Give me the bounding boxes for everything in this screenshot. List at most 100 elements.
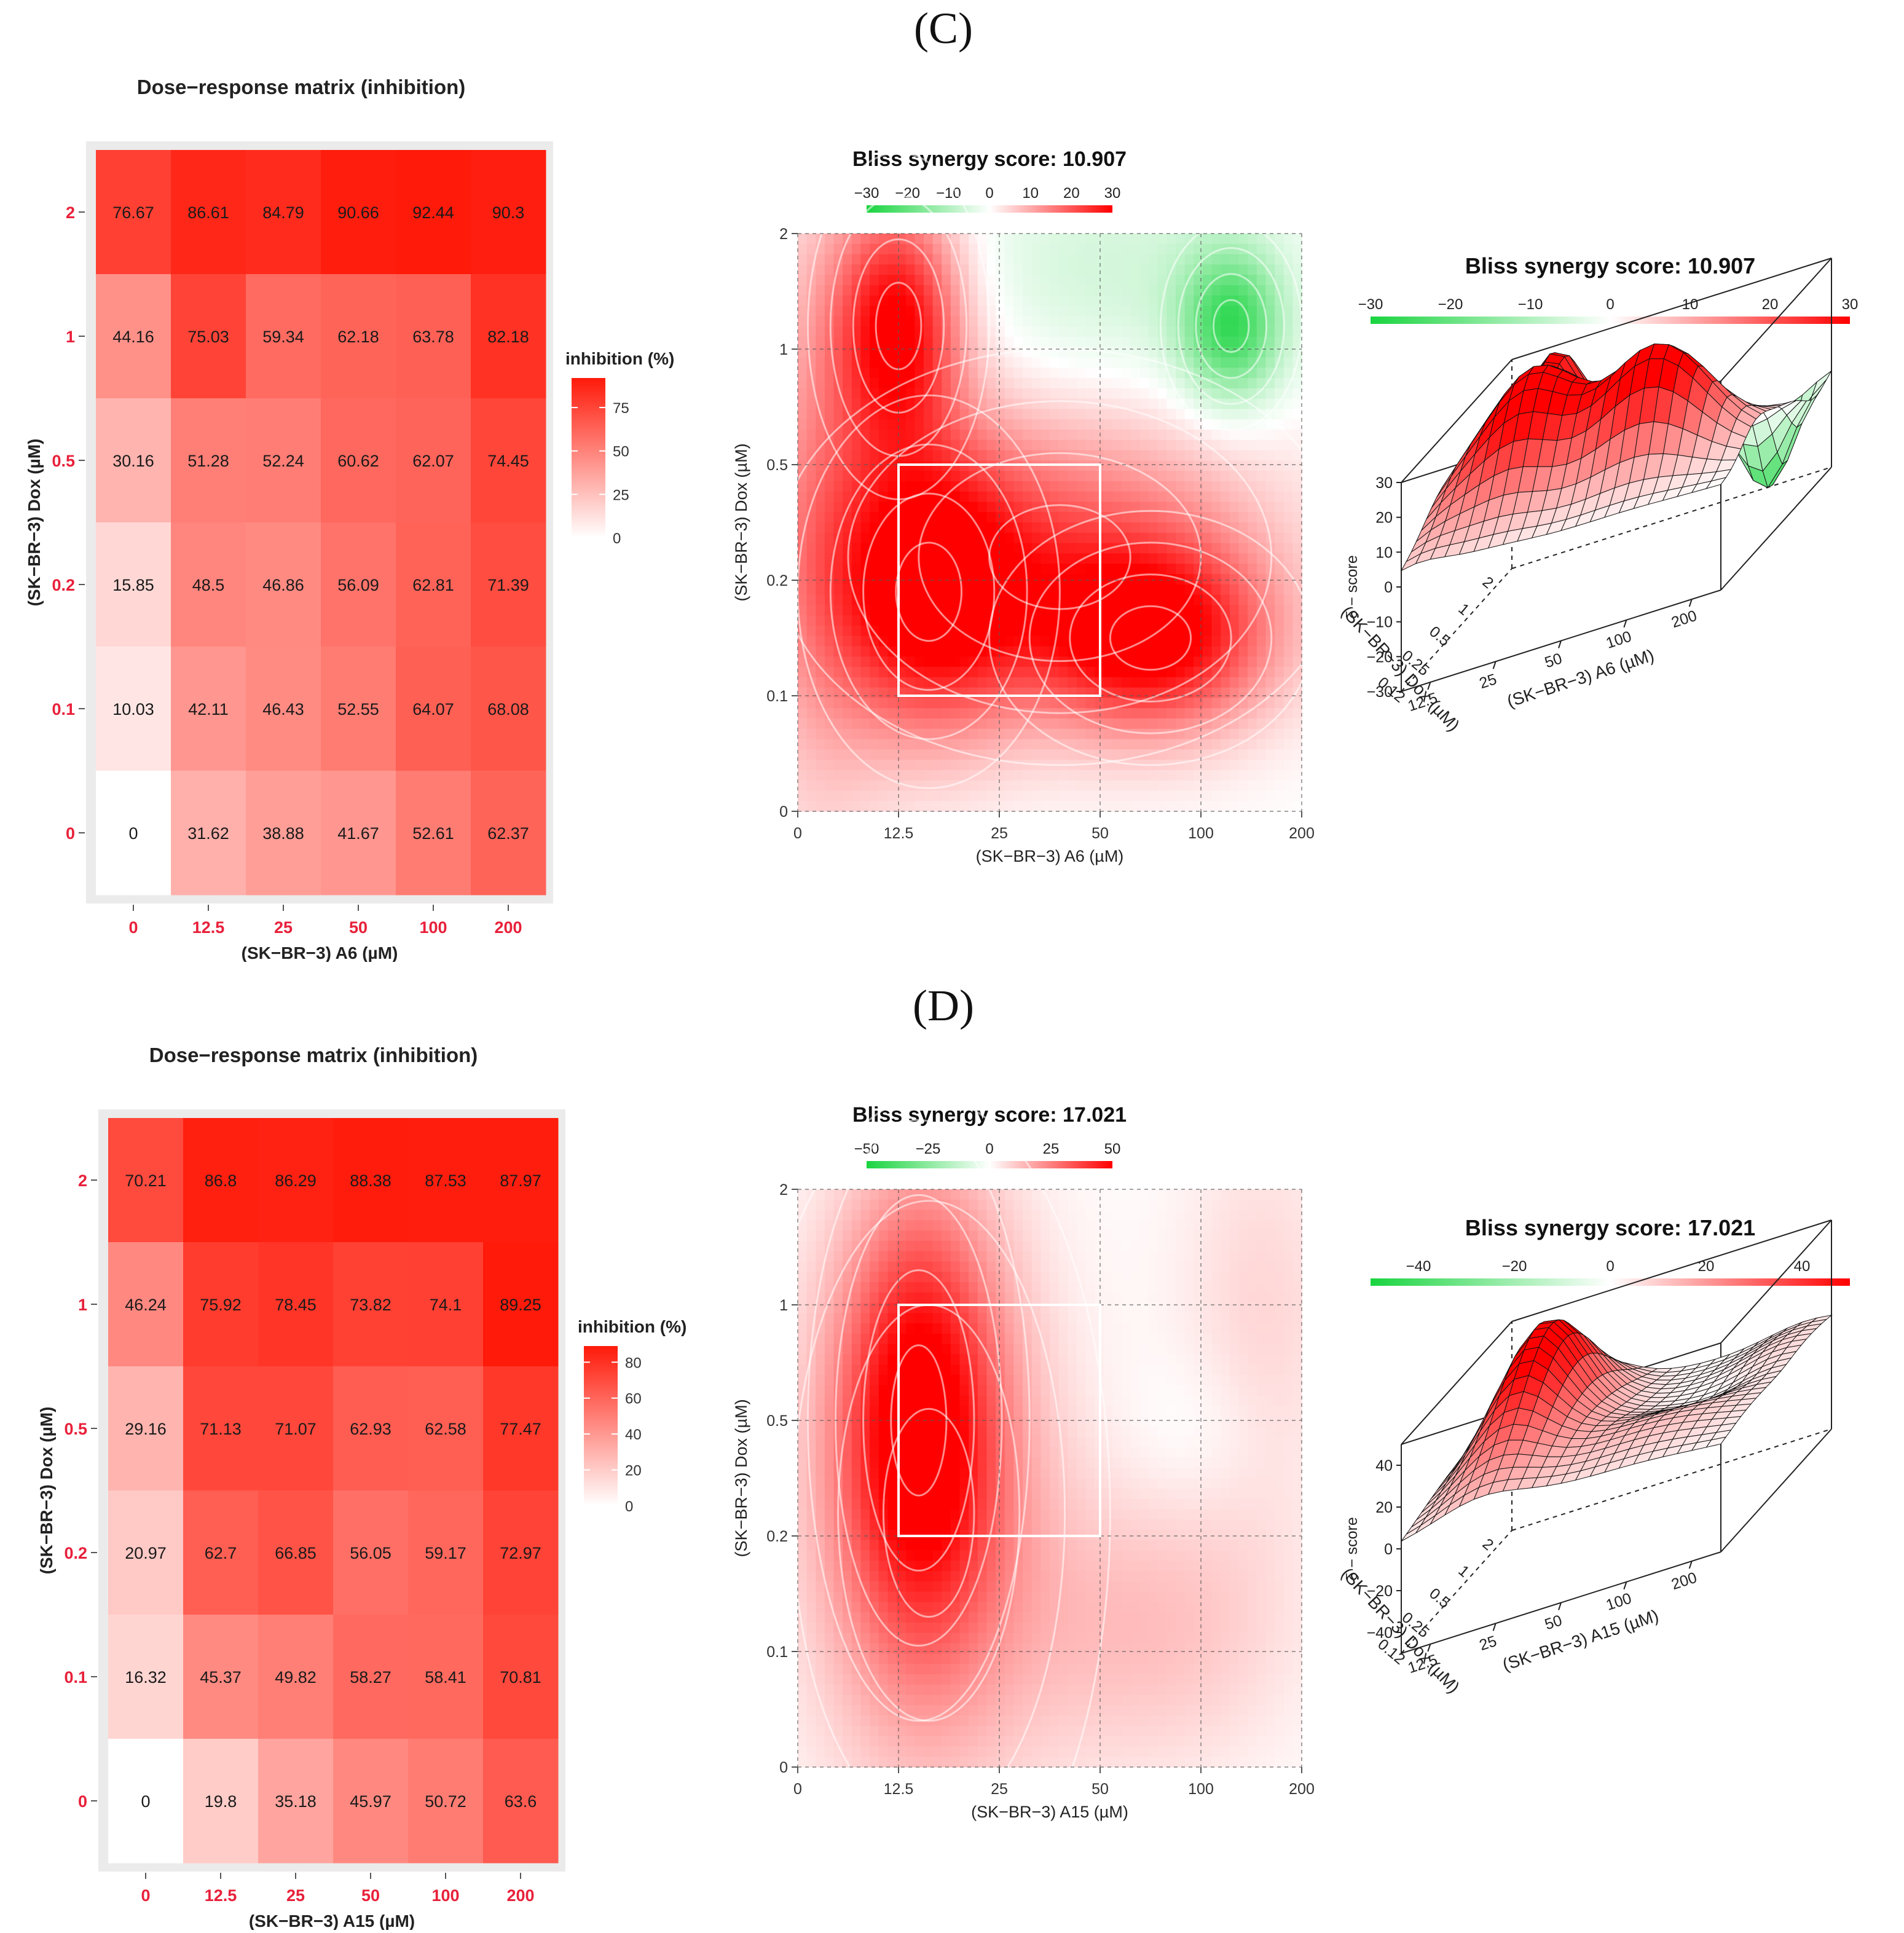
contour-pixel	[969, 667, 978, 678]
contour-pixel	[1176, 636, 1186, 647]
contour-pixel	[843, 378, 852, 389]
contour-pixel	[1013, 491, 1023, 503]
contour-pixel	[905, 636, 915, 647]
contour-pixel	[942, 543, 951, 554]
contour-pixel	[1085, 564, 1095, 575]
contour-pixel	[806, 1478, 816, 1489]
contour-pixel	[1076, 234, 1087, 245]
contour-pixel	[806, 728, 816, 740]
contour-pixel	[986, 275, 996, 286]
contour-pixel	[1139, 439, 1149, 451]
contour-pixel	[1130, 594, 1141, 605]
contour-pixel	[977, 615, 988, 626]
contour-pixel	[1211, 584, 1221, 596]
contour-pixel	[1076, 326, 1087, 337]
contour-pixel	[1166, 708, 1176, 719]
contour-pixel	[887, 801, 897, 812]
contour-pixel	[1256, 739, 1267, 750]
contour-pixel	[1130, 770, 1141, 781]
contour-pixel	[887, 502, 897, 513]
contour-pixel	[1275, 522, 1284, 533]
contour-pixel	[1023, 295, 1033, 307]
contour-pixel	[1112, 316, 1122, 327]
x-tick	[1623, 620, 1627, 628]
contour-pixel	[1139, 584, 1149, 596]
contour-pixel	[824, 1427, 835, 1438]
contour-pixel	[878, 625, 889, 637]
contour-pixel	[905, 615, 915, 626]
contour-pixel	[1004, 615, 1015, 626]
contour-pixel	[806, 1612, 816, 1623]
contour-pixel	[1058, 429, 1068, 441]
contour-pixel	[887, 1715, 897, 1726]
contour-pixel	[1238, 316, 1248, 327]
contour-pixel	[1050, 234, 1060, 245]
contour-pixel	[1050, 275, 1060, 286]
contour-pixel	[1283, 357, 1293, 368]
contour-pixel	[1275, 749, 1284, 760]
contour-pixel	[870, 584, 879, 596]
matrix-cell	[171, 647, 246, 771]
contour-pixel	[1275, 326, 1284, 337]
contour-pixel	[843, 316, 852, 327]
contour-pixel	[1095, 388, 1104, 400]
contour-pixel	[924, 1581, 934, 1592]
contour-pixel	[1139, 491, 1149, 503]
contour-pixel	[860, 234, 870, 245]
contour-pixel	[950, 543, 961, 554]
contour-pixel	[833, 698, 843, 709]
contour-pixel	[915, 502, 924, 513]
contour-pixel	[950, 1375, 961, 1386]
contour-pixel	[806, 1427, 816, 1438]
contour-pixel	[977, 285, 988, 296]
matrix-cell-label: 62.7	[205, 1544, 237, 1562]
contour-pixel	[887, 780, 897, 792]
contour-pixel	[833, 1715, 843, 1726]
contour-pixel	[1076, 573, 1087, 585]
matrix-cell-label: 87.53	[425, 1171, 466, 1190]
contour-pixel	[1292, 254, 1302, 265]
contour-pixel	[798, 1540, 808, 1551]
contour-pixel	[1176, 512, 1186, 523]
contour-pixel	[1149, 564, 1159, 575]
contour-pixel	[1058, 254, 1068, 265]
contour-pixel	[1157, 409, 1167, 420]
contour-pixel	[969, 564, 978, 575]
contour-pixel	[1229, 677, 1240, 688]
contour-pixel	[843, 1395, 852, 1407]
contour-pixel	[1221, 564, 1230, 575]
contour-pixel	[1248, 790, 1257, 801]
matrix-cell	[96, 150, 171, 275]
contour-pixel	[959, 553, 969, 564]
contour-pixel	[924, 1664, 934, 1675]
matrix-cell-label: 62.37	[487, 824, 529, 843]
contour-pixel	[887, 522, 897, 533]
matrix-cell	[333, 1242, 409, 1367]
contour-pixel	[905, 471, 915, 482]
contour-pixel	[1292, 615, 1302, 626]
contour-pixel	[1184, 316, 1194, 327]
contour-pixel	[1068, 234, 1077, 245]
contour-pixel	[932, 305, 942, 317]
contour-pixel	[1095, 326, 1104, 337]
surface-box-edge	[1720, 258, 1832, 382]
contour-pixel	[977, 543, 988, 554]
contour-pixel	[1238, 429, 1248, 441]
contour-pixel	[878, 677, 889, 688]
contour-pixel	[1095, 429, 1104, 441]
contour-pixel	[1095, 316, 1104, 327]
contour-pixel	[932, 1251, 942, 1262]
contour-pixel	[1265, 326, 1275, 337]
contour-pixel	[806, 1571, 816, 1582]
surface-colorbar	[1371, 317, 1850, 324]
contour-pixel	[1023, 275, 1033, 286]
contour-pixel	[1023, 305, 1033, 317]
contour-pixel	[1248, 378, 1257, 389]
contour-pixel	[1275, 460, 1284, 471]
contour-pixel	[870, 1406, 879, 1417]
contour-pixel	[1103, 780, 1114, 792]
contour-pixel	[905, 1220, 915, 1231]
contour-pixel	[824, 801, 835, 812]
contour-pixel	[824, 316, 835, 327]
contour-pixel	[1229, 275, 1240, 286]
